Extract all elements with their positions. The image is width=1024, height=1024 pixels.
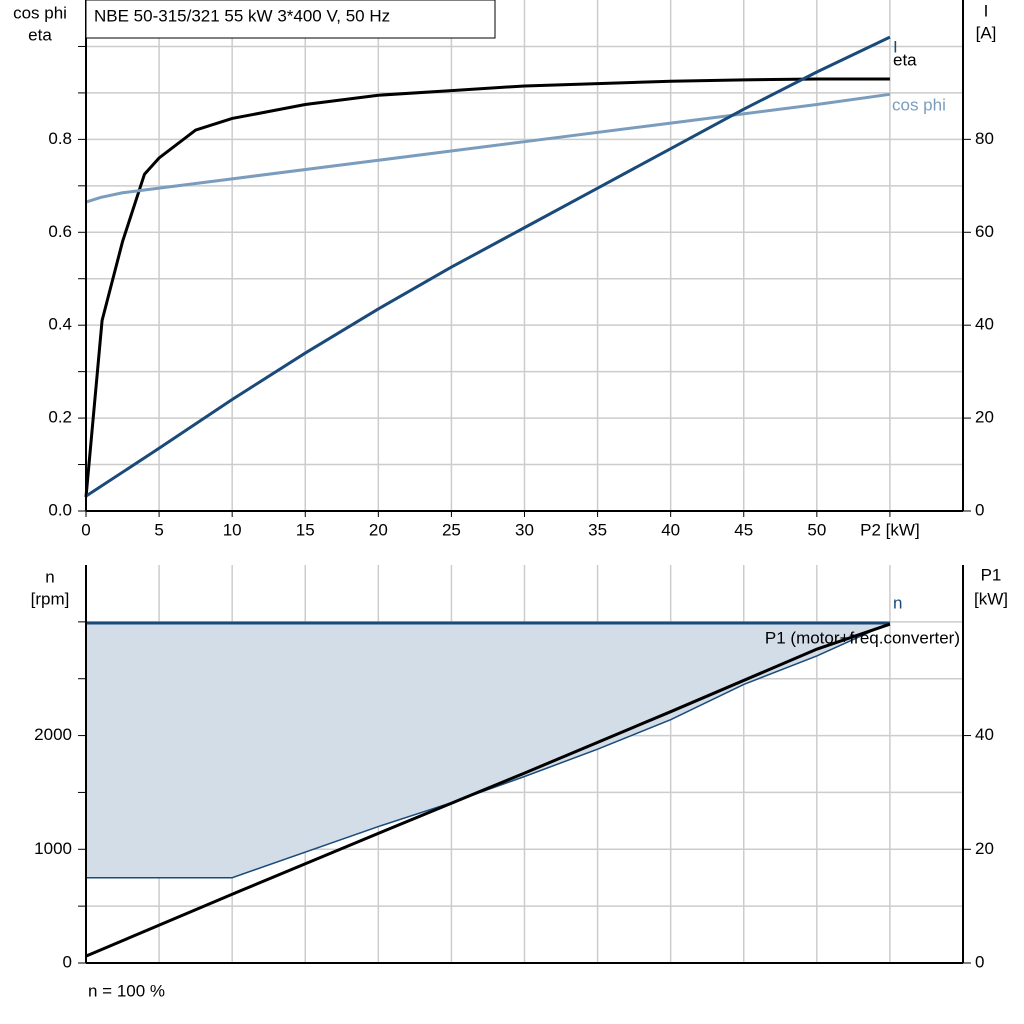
y2-tick-label: 0	[975, 952, 984, 971]
y-axis-label: [rpm]	[31, 589, 70, 608]
y-tick-label: 0	[63, 952, 72, 971]
y-tick-label: 0.2	[48, 408, 72, 427]
y-tick-label: 1000	[34, 839, 72, 858]
series-label: P1 (motor+freq.converter)	[765, 628, 960, 647]
x-tick-label: 50	[807, 520, 826, 539]
band-line	[86, 622, 891, 879]
x-tick-label: 10	[223, 520, 242, 539]
x-tick-label: 35	[588, 520, 607, 539]
x-tick-label: P2 [kW]	[860, 520, 920, 539]
y2-axis-label: P1	[981, 565, 1002, 584]
y-tick-label: 0.4	[48, 315, 72, 334]
series-line	[84, 77, 890, 498]
y-tick-label: 0.8	[48, 129, 72, 148]
chart-title: NBE 50-315/321 55 kW 3*400 V, 50 Hz	[94, 6, 390, 25]
y-axis-label: eta	[28, 25, 52, 44]
x-tick-label: 5	[154, 520, 163, 539]
series-line	[85, 622, 891, 958]
y2-tick-label: 40	[975, 315, 994, 334]
title-box	[85, 0, 496, 39]
note: n = 100 %	[88, 981, 165, 1000]
y-tick-label: 2000	[34, 725, 72, 744]
x-tick-label: 45	[734, 520, 753, 539]
x-tick-label: 15	[296, 520, 315, 539]
y-tick-label: 0.0	[48, 500, 72, 519]
y2-tick-label: 20	[975, 408, 994, 427]
y2-tick-label: 60	[975, 222, 994, 241]
y2-tick-label: 80	[975, 129, 994, 148]
band-fill	[86, 622, 890, 878]
y2-tick-label: 0	[975, 500, 984, 519]
series-line	[85, 35, 891, 498]
x-tick-label: 20	[369, 520, 388, 539]
x-tick-label: 30	[515, 520, 534, 539]
x-tick-label: 0	[81, 520, 90, 539]
series-label: I	[893, 37, 898, 56]
y2-tick-label: 40	[975, 725, 994, 744]
series-label: cos phi	[892, 95, 946, 114]
x-tick-label: 25	[442, 520, 461, 539]
series-label: eta	[893, 50, 917, 69]
series-label: n	[893, 593, 902, 612]
x-tick-label: 40	[661, 520, 680, 539]
series-line	[85, 92, 891, 204]
y2-axis-label: [A]	[976, 23, 997, 42]
y-tick-label: 0.6	[48, 222, 72, 241]
y2-axis-label: [kW]	[974, 589, 1008, 608]
y-axis-label: n	[45, 567, 54, 586]
y2-axis-label: I	[984, 1, 989, 20]
y-axis-label: cos phi	[13, 3, 67, 22]
y2-tick-label: 20	[975, 839, 994, 858]
